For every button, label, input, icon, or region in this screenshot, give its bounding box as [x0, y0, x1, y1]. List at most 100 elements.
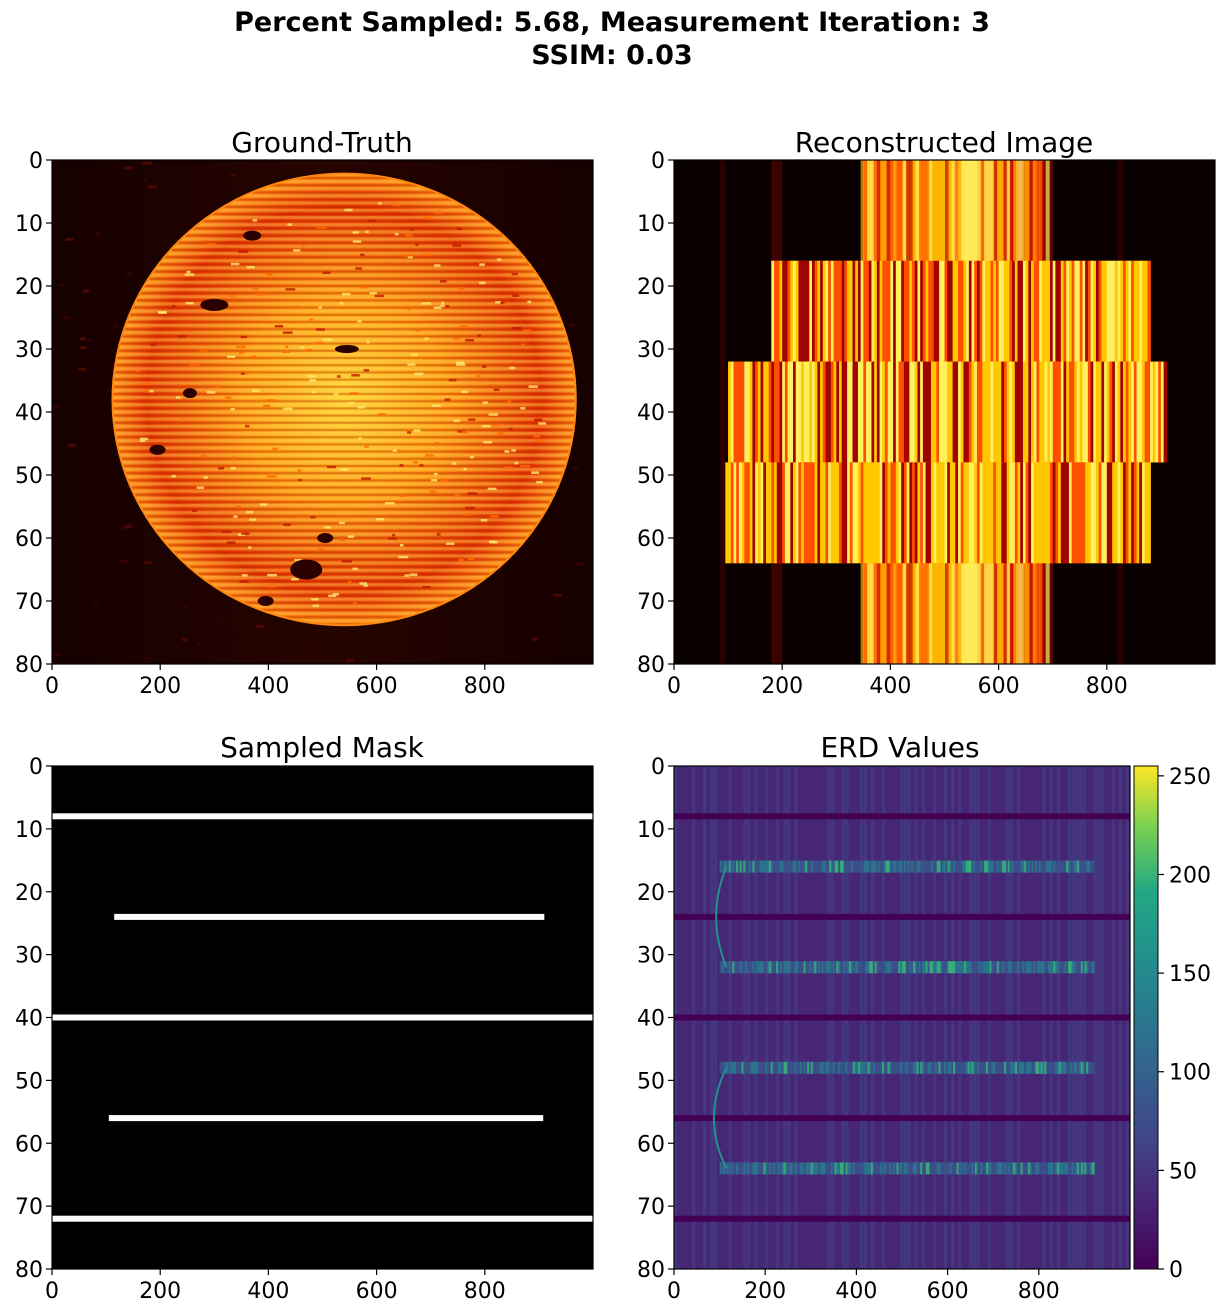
disc-texture — [414, 372, 424, 376]
erd-highlight — [969, 1061, 973, 1074]
recon-band-stripe — [1087, 260, 1092, 362]
erd-highlight — [741, 1162, 745, 1175]
recon-band-stripe — [895, 462, 900, 564]
recon-band-stripe — [1104, 462, 1108, 564]
colorbar-tick-label: 250 — [1169, 765, 1211, 790]
recon-band-stripe — [1120, 462, 1124, 564]
erd-highlight — [931, 1162, 935, 1175]
recon-band-stripe — [982, 260, 986, 362]
erd-highlight — [876, 1162, 880, 1175]
recon-band-stripe — [849, 462, 854, 564]
erd-highlight — [867, 961, 871, 974]
disc-texture — [352, 567, 359, 571]
erd-highlight — [785, 1162, 789, 1175]
recon-band-stripe — [906, 361, 911, 463]
disc-texture — [508, 366, 516, 370]
disc-texture — [461, 430, 469, 434]
erd-highlight — [719, 1061, 723, 1074]
erd-highlight — [1086, 860, 1090, 873]
erd-highlight — [964, 1162, 968, 1175]
erd-highlight — [1071, 1061, 1075, 1074]
recon-band-stripe — [993, 260, 997, 362]
recon-band-stripe — [776, 462, 781, 564]
disc-texture — [175, 396, 181, 399]
recon-band-stripe — [871, 462, 875, 564]
recon-band-stripe — [1101, 361, 1105, 463]
erd-highlight — [922, 1162, 926, 1175]
disc-texture — [536, 480, 543, 484]
erd-highlight — [900, 860, 904, 873]
recon-band-stripe — [1004, 462, 1008, 564]
disc-texture — [341, 292, 351, 296]
erd-highlight — [839, 1162, 843, 1175]
erd-highlight — [726, 860, 730, 873]
recon-band-stripe — [1093, 260, 1097, 362]
dark-spot — [243, 230, 262, 241]
disc-texture — [230, 262, 240, 266]
erd-highlight — [929, 1162, 933, 1175]
erd-highlight — [1064, 860, 1068, 873]
recon-band-stripe — [895, 260, 900, 362]
erd-highlight — [978, 961, 982, 974]
erd-highlight — [982, 1061, 986, 1074]
recon-band-stripe — [1068, 361, 1073, 463]
erd-highlight — [1091, 1162, 1095, 1175]
recon-band-stripe — [936, 361, 940, 463]
disc-texture — [412, 461, 418, 464]
erd-highlight — [865, 1162, 869, 1175]
recon-band-stripe — [801, 462, 805, 564]
erd-highlight — [852, 1162, 856, 1175]
erd-highlight — [982, 961, 986, 974]
disc-texture — [399, 494, 407, 498]
recon-band-stripe — [1004, 260, 1008, 362]
erd-highlight — [798, 1162, 802, 1175]
recon-band-stripe — [790, 260, 794, 362]
erd-highlight — [1018, 860, 1022, 873]
x-tick-label: 200 — [139, 674, 181, 699]
erd-highlight — [918, 961, 922, 974]
recon-band-stripe — [749, 462, 754, 564]
y-tick-label: 0 — [651, 149, 665, 174]
recon-band-stripe — [1006, 260, 1011, 362]
erd-highlight — [887, 860, 891, 873]
erd-highlight — [816, 1162, 820, 1175]
erd-highlight — [1078, 1061, 1082, 1074]
erd-highlight — [1057, 1061, 1061, 1074]
recon-band-stripe — [879, 462, 884, 564]
panel-erd-values: ERD Values 0 200 400 600 8000102030405060708… — [637, 731, 1211, 1304]
erd-highlight — [1031, 1061, 1035, 1074]
recon-band-stripe — [1071, 361, 1076, 463]
erd-highlight — [985, 961, 989, 974]
recon-band-stripe — [836, 462, 840, 564]
disc-texture — [378, 202, 382, 205]
erd-highlight — [916, 961, 920, 974]
noise-speck — [125, 272, 133, 276]
erd-highlight — [995, 1162, 999, 1175]
disc-texture — [490, 515, 499, 518]
recon-band-stripe — [828, 361, 832, 463]
erd-highlight — [920, 961, 924, 974]
erd-highlight — [770, 1162, 774, 1175]
recon-band-stripe — [857, 361, 862, 463]
recon-band-stripe — [963, 462, 967, 564]
x-tick-label: 200 — [761, 674, 803, 699]
recon-band-stripe — [1106, 361, 1111, 463]
y-tick-label: 60 — [637, 1132, 665, 1157]
recon-band-stripe — [803, 260, 808, 362]
disc-stripes — [113, 174, 575, 625]
erd-highlight — [763, 1162, 767, 1175]
recon-band-stripe — [1125, 361, 1130, 463]
disc-texture — [411, 353, 418, 357]
erd-highlight — [854, 1162, 858, 1175]
noise-speck — [143, 561, 152, 565]
recon-band-stripe — [979, 361, 984, 463]
erd-highlight — [902, 961, 905, 974]
erd-highlight — [874, 1162, 878, 1175]
recon-band-stripe — [841, 260, 846, 362]
erd-highlight — [748, 1061, 752, 1074]
recon-band-stripe — [930, 462, 935, 564]
disc-texture — [328, 594, 337, 598]
erd-highlight — [750, 860, 754, 873]
x-tick-label: 0 — [45, 674, 59, 699]
erd-highlight — [938, 1061, 942, 1074]
